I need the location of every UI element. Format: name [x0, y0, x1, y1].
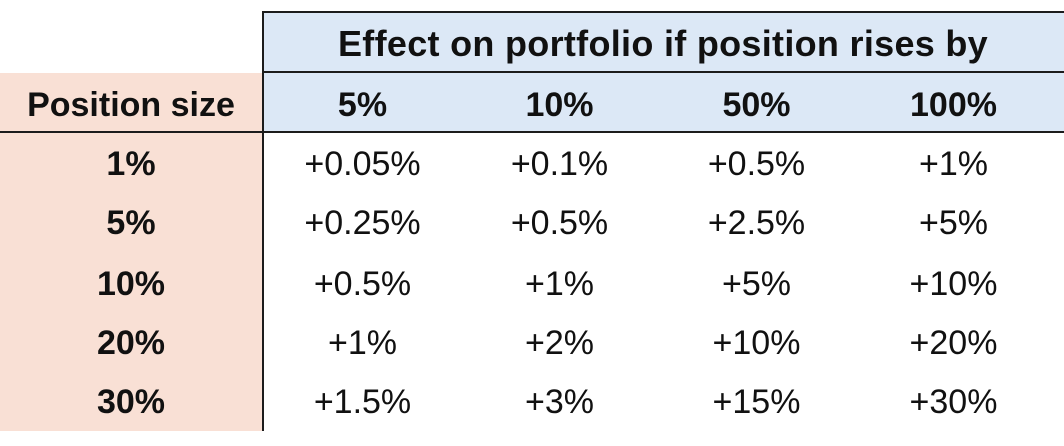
position-size-cell: 20%: [96, 323, 166, 362]
table-cell: +2.5%: [707, 203, 806, 242]
table-cell: +0.05%: [304, 144, 421, 183]
table-cell: +0.5%: [313, 264, 412, 303]
column-header: 5%: [337, 85, 388, 124]
column-divider: [262, 73, 264, 431]
position-size-cell: 5%: [106, 203, 156, 242]
table-cell: +10%: [712, 323, 801, 362]
header-divider: [262, 71, 1064, 73]
table-cell: +3%: [525, 382, 594, 421]
group-header: Effect on portfolio if position rises by: [337, 23, 988, 64]
column-header: 50%: [722, 85, 791, 124]
row-label-band-gap: [0, 431, 262, 446]
table-cell: +2%: [525, 323, 594, 362]
table-cell: +0.1%: [510, 144, 609, 183]
table-cell: +1%: [525, 264, 594, 303]
body-divider: [0, 131, 1064, 133]
table-cell: +20%: [909, 323, 998, 362]
column-header: 10%: [525, 85, 594, 124]
table-cell: +1%: [919, 144, 988, 183]
table-cell: +0.5%: [707, 144, 806, 183]
position-size-cell: 30%: [96, 382, 166, 421]
position-size-cell: 1%: [106, 144, 156, 183]
table-cell: +10%: [909, 264, 998, 303]
position-size-cell: 10%: [96, 264, 166, 303]
table-cell: +30%: [909, 382, 998, 421]
table-cell: +0.5%: [510, 203, 609, 242]
column-header: 100%: [910, 85, 997, 124]
table-cell: +1.5%: [313, 382, 412, 421]
table-cell: +5%: [919, 203, 988, 242]
table-cell: +5%: [722, 264, 791, 303]
table-cell: +15%: [712, 382, 801, 421]
table-cell: +1%: [328, 323, 397, 362]
table-cell: +0.25%: [304, 203, 421, 242]
row-header-label: Position size: [27, 85, 235, 124]
